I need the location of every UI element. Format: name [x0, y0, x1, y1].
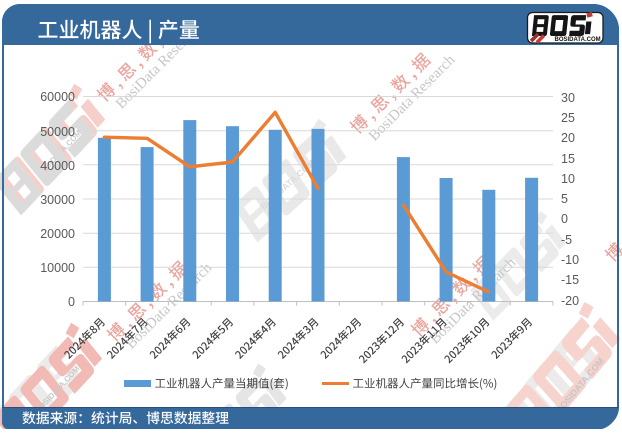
svg-text:BOSIDATA.COM: BOSIDATA.COM	[555, 37, 601, 43]
